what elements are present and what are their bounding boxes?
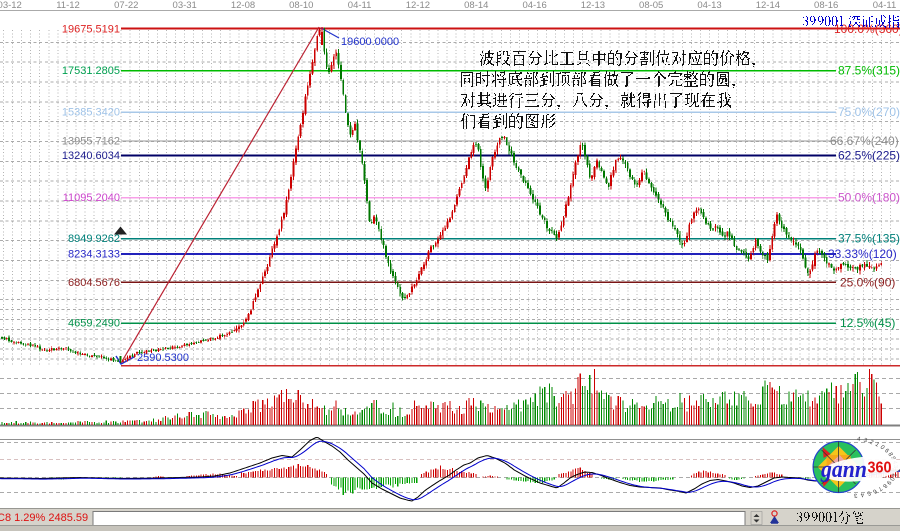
svg-text:4: 4	[859, 491, 865, 498]
svg-text:11095.2040: 11095.2040	[63, 192, 120, 204]
svg-text:6804.5676: 6804.5676	[68, 277, 120, 289]
svg-text:9: 9	[885, 479, 892, 486]
svg-text:4: 4	[856, 436, 861, 443]
svg-text:03-31: 03-31	[173, 0, 197, 11]
svg-text:2590.5300: 2590.5300	[137, 352, 189, 364]
svg-text:C8 1.29% 2485.59: C8 1.29% 2485.59	[0, 512, 88, 524]
svg-text:19675.5191: 19675.5191	[62, 24, 120, 36]
svg-text:3: 3	[863, 438, 869, 445]
svg-text:04-13: 04-13	[697, 0, 721, 11]
svg-text:17531.2805: 17531.2805	[62, 65, 120, 77]
svg-text:08-10: 08-10	[289, 0, 313, 11]
svg-text:62.5%(225): 62.5%(225)	[838, 149, 900, 163]
svg-text:8234.3133: 8234.3133	[68, 249, 120, 261]
svg-text:12-14: 12-14	[756, 0, 780, 11]
svg-text:6: 6	[883, 448, 890, 455]
svg-text:50.0%(180): 50.0%(180)	[838, 191, 900, 205]
svg-text:13240.6034: 13240.6034	[62, 150, 120, 162]
svg-text:08-05: 08-05	[639, 0, 663, 11]
svg-text:gann: gann	[820, 457, 867, 483]
svg-text:360: 360	[868, 460, 892, 477]
svg-text:33.33%(120): 33.33%(120)	[828, 247, 897, 261]
svg-text:19600.0000: 19600.0000	[341, 36, 399, 48]
svg-text:1: 1	[874, 442, 881, 449]
svg-text:8949.9262: 8949.9262	[68, 233, 120, 245]
svg-text:1: 1	[890, 472, 897, 477]
svg-text:04-11: 04-11	[348, 0, 372, 11]
svg-text:7: 7	[876, 485, 883, 492]
svg-text:04-16: 04-16	[522, 0, 546, 11]
svg-text:6: 6	[871, 487, 878, 494]
svg-text:12-12: 12-12	[406, 0, 430, 11]
svg-text:12-08: 12-08	[231, 0, 255, 11]
svg-text:04-11: 04-11	[873, 0, 897, 11]
svg-text:66.67%(240): 66.67%(240)	[830, 134, 899, 148]
svg-text:87.5%(315): 87.5%(315)	[838, 64, 900, 78]
svg-text:13955.7162: 13955.7162	[62, 136, 120, 148]
svg-text:0: 0	[879, 445, 886, 452]
svg-text:8: 8	[881, 482, 888, 489]
svg-text:03-12: 03-12	[0, 0, 22, 11]
svg-text:3: 3	[853, 492, 858, 498]
svg-text:08-16: 08-16	[814, 0, 838, 11]
svg-text:07-22: 07-22	[114, 0, 138, 11]
svg-text:5: 5	[865, 489, 871, 496]
svg-text:2: 2	[868, 439, 874, 446]
svg-text:0: 0	[888, 476, 895, 482]
svg-text:12-13: 12-13	[581, 0, 605, 11]
svg-text:15385.3420: 15385.3420	[62, 107, 120, 119]
svg-text:25.0%(90): 25.0%(90)	[840, 275, 895, 289]
svg-text:08-14: 08-14	[464, 0, 488, 11]
svg-text:12.5%(45): 12.5%(45)	[840, 316, 895, 330]
svg-text:75.0%(270): 75.0%(270)	[838, 105, 900, 119]
svg-text:4659.2490: 4659.2490	[68, 318, 120, 330]
svg-text:8: 8	[886, 452, 893, 458]
svg-text:37.5%(135): 37.5%(135)	[838, 232, 900, 246]
svg-text:11-12: 11-12	[56, 0, 80, 11]
